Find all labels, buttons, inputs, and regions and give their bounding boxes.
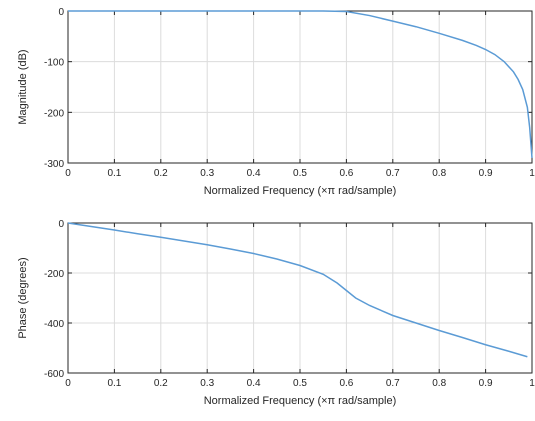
phase-x-tick-label: 0.9 (479, 378, 493, 389)
phase-x-tick-label: 0.6 (339, 378, 353, 389)
magnitude-x-axis-label: Normalized Frequency (×π rad/sample) (204, 185, 397, 197)
magnitude-x-tick-label: 0.1 (107, 168, 121, 179)
magnitude-y-axis-label: Magnitude (dB) (17, 49, 29, 124)
magnitude-x-tick-label: 0.6 (339, 168, 353, 179)
phase-x-tick-label: 0 (65, 378, 71, 389)
phase-x-tick-label: 0.8 (432, 378, 446, 389)
magnitude-y-tick-label: -100 (44, 58, 64, 69)
magnitude-x-tick-label: 0.8 (432, 168, 446, 179)
phase-x-tick-label: 1 (529, 378, 535, 389)
phase-x-tick-label: 0.3 (200, 378, 214, 389)
phase-y-tick-label: -600 (44, 369, 64, 380)
magnitude-x-tick-label: 0.4 (247, 168, 261, 179)
phase-x-tick-label: 0.1 (107, 378, 121, 389)
magnitude-x-tick-label: 0 (65, 168, 71, 179)
magnitude-x-tick-label: 0.7 (386, 168, 400, 179)
magnitude-x-tick-label: 0.5 (293, 168, 307, 179)
phase-y-tick-label: -200 (44, 269, 64, 280)
phase-x-tick-label: 0.2 (154, 378, 168, 389)
phase-y-tick-label: 0 (58, 219, 64, 230)
phase-y-tick-label: -400 (44, 319, 64, 330)
phase-x-axis-label: Normalized Frequency (×π rad/sample) (204, 395, 397, 407)
phase-response-line (67, 222, 528, 358)
magnitude-x-tick-label: 0.3 (200, 168, 214, 179)
magnitude-x-tick-label: 0.9 (479, 168, 493, 179)
phase-y-axis-label: Phase (degrees) (17, 257, 29, 338)
phase-x-tick-label: 0.7 (386, 378, 400, 389)
magnitude-y-tick-label: -300 (44, 159, 64, 170)
magnitude-panel: 0 0.1 0.2 0.3 0.4 0.5 0.6 0.7 0.8 0.9 1 0 -100 -200 -3… (17, 7, 535, 197)
phase-x-tick-label: 0.4 (247, 378, 261, 389)
phase-panel: 0 0.1 0.2 0.3 0.4 0.5 0.6 0.7 0.8 0.9 1 0 -200 -400 -6… (17, 219, 535, 407)
magnitude-response-line (68, 10, 533, 158)
magnitude-y-tick-label: 0 (58, 7, 64, 18)
phase-x-tick-label: 0.5 (293, 378, 307, 389)
magnitude-x-tick-label: 0.2 (154, 168, 168, 179)
magnitude-y-tick-label: -200 (44, 108, 64, 119)
magnitude-x-tick-label: 1 (529, 168, 535, 179)
